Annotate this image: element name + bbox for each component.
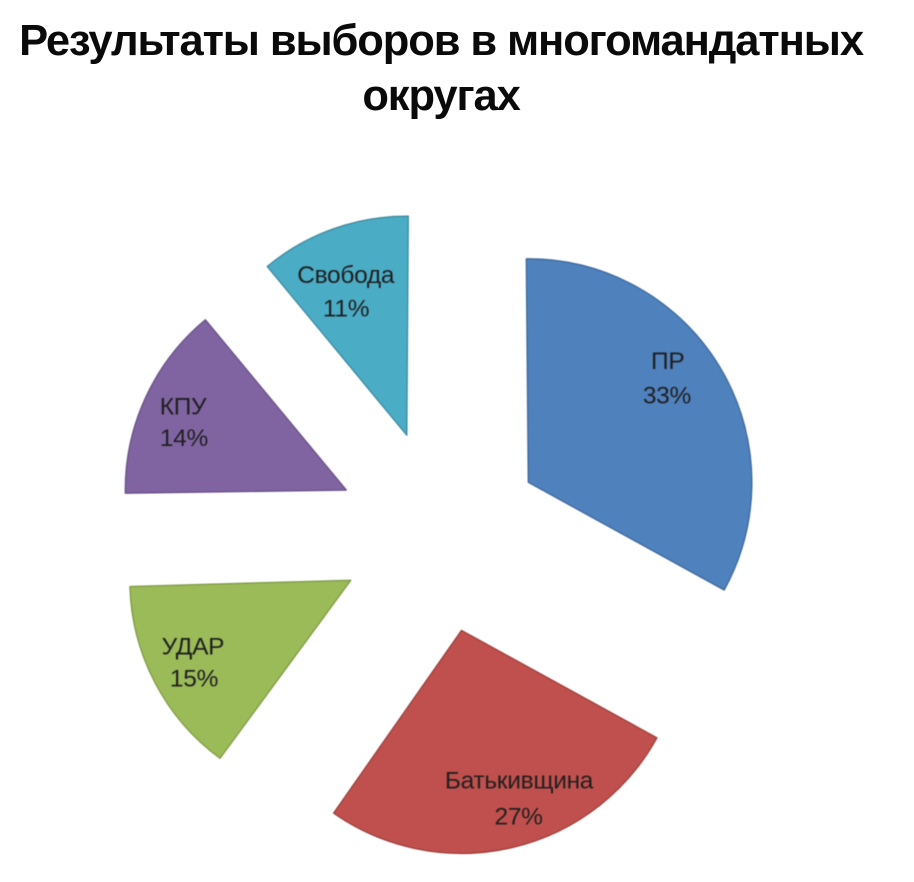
svg-text:КПУ: КПУ xyxy=(160,394,207,421)
svg-text:15%: 15% xyxy=(170,666,218,693)
svg-text:Свобода: Свобода xyxy=(297,262,395,289)
svg-text:27%: 27% xyxy=(495,804,543,831)
svg-text:УДАР: УДАР xyxy=(162,633,225,660)
svg-text:33%: 33% xyxy=(643,382,691,409)
svg-text:ПР: ПР xyxy=(651,348,684,375)
svg-text:14%: 14% xyxy=(160,425,208,452)
svg-text:11%: 11% xyxy=(323,296,369,323)
svg-text:Батькивщина: Батькивщина xyxy=(445,768,594,795)
